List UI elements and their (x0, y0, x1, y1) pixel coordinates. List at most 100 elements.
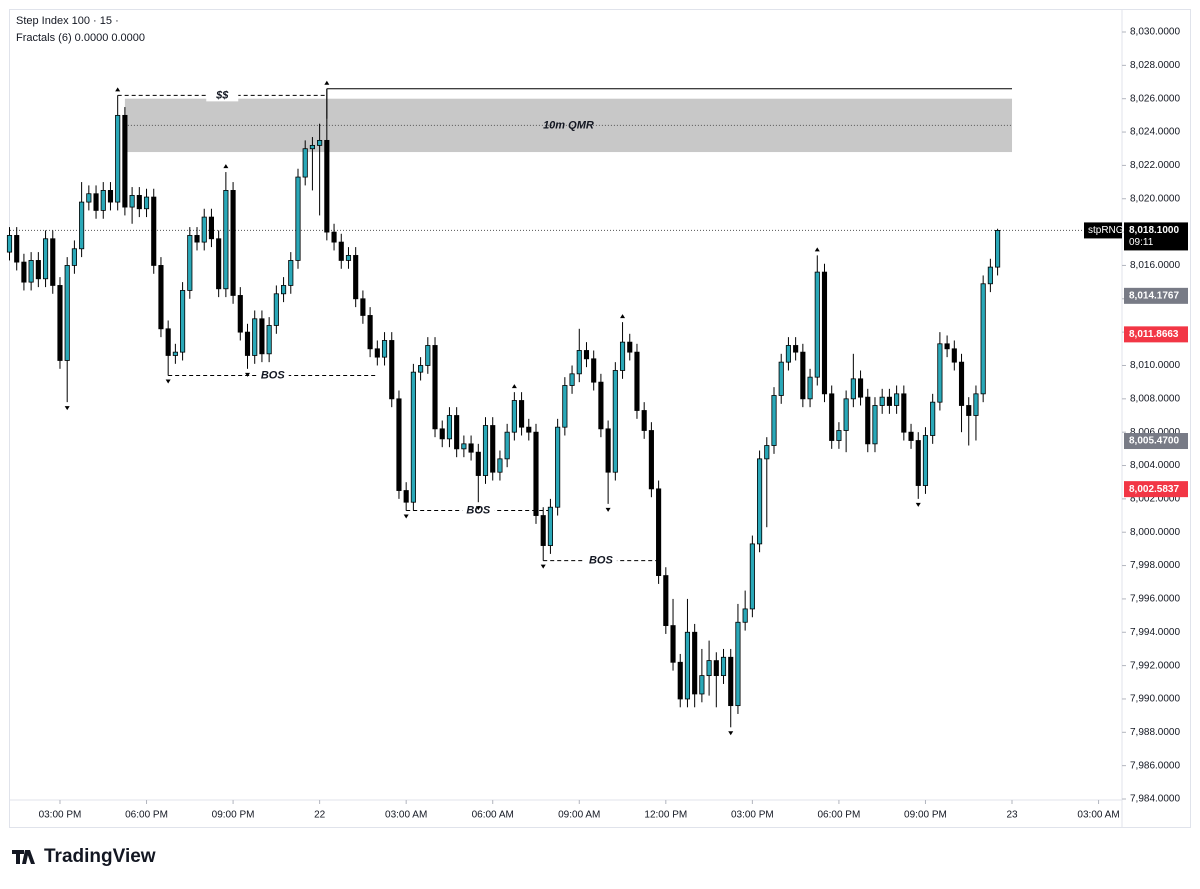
candle-body (28, 260, 34, 283)
price-badge (1124, 326, 1188, 343)
candle-body (374, 348, 380, 358)
candle-body (778, 361, 784, 396)
y-tick-label: 8,000.0000 (1130, 527, 1180, 538)
candle-body (619, 341, 626, 371)
candle-body (814, 271, 820, 378)
candle-body (295, 176, 301, 261)
y-tick-label: 8,002.0000 (1130, 494, 1180, 505)
candle-body (641, 410, 647, 431)
candle-body (288, 260, 294, 286)
candle-body (57, 285, 63, 361)
candle-body (706, 660, 712, 677)
candle-body (194, 235, 200, 243)
candle-body (504, 431, 510, 460)
fractal-up (223, 164, 229, 169)
level-label-bg (256, 369, 289, 382)
price-badge-label: 8,002.5837 (1129, 484, 1179, 495)
symbol-title: Step Index 100 · 15 · (16, 15, 119, 27)
candle-body (115, 114, 121, 203)
y-tick-label: 8,020.0000 (1130, 193, 1180, 204)
fractal-down (915, 502, 921, 507)
candle-body (273, 293, 279, 326)
fractal-down (245, 372, 251, 377)
candle-body (439, 428, 445, 440)
candle-body (757, 458, 763, 545)
x-tick-label: 06:00 AM (472, 810, 514, 821)
y-tick-label: 8,008.0000 (1130, 393, 1180, 404)
candle-body (461, 443, 467, 450)
x-tick-label: 06:00 PM (125, 810, 168, 821)
candle-body (980, 283, 986, 395)
candle-body (713, 660, 719, 677)
candle-body (14, 235, 20, 263)
y-tick-label: 8,022.0000 (1130, 160, 1180, 171)
fractal-down (605, 507, 611, 512)
candle-body (71, 248, 77, 266)
candle-body (562, 385, 568, 428)
candle-body (432, 345, 438, 430)
candle-body (843, 398, 849, 431)
candle-body (237, 295, 243, 333)
candle-body (785, 345, 791, 363)
y-tick-label: 8,010.0000 (1130, 360, 1180, 371)
y-tick-label: 7,998.0000 (1130, 560, 1180, 571)
price-badge-label: 8,005.4700 (1129, 436, 1179, 447)
candle-body (338, 241, 344, 261)
candle-body (800, 351, 806, 400)
x-tick-label: 09:00 AM (558, 810, 600, 821)
candle-body (201, 216, 207, 243)
candle-body (836, 430, 842, 441)
candle-body (987, 266, 993, 285)
symbol-badge (1084, 222, 1122, 239)
candle-body (699, 675, 705, 695)
x-tick-label: 12:00 PM (644, 810, 687, 821)
level-label-bg (584, 554, 617, 567)
candle-body (353, 255, 359, 300)
candle-body (922, 435, 929, 486)
candle-body (331, 231, 337, 243)
candle-body (648, 430, 654, 490)
candle-body (735, 621, 741, 707)
fractal-up (115, 87, 121, 92)
candle-body (908, 431, 914, 441)
candle-body (425, 345, 431, 366)
fractal-down (475, 506, 481, 511)
candle-body (583, 350, 590, 360)
candle-body (367, 315, 373, 350)
candle-body (129, 195, 135, 208)
candle-body (720, 656, 727, 677)
candle-body (598, 381, 604, 430)
fractal-up (511, 384, 517, 389)
y-tick-label: 8,028.0000 (1130, 60, 1180, 71)
candle-body (93, 193, 99, 211)
candle-body (634, 351, 640, 411)
candle-body (526, 426, 532, 433)
candle-body (677, 661, 683, 700)
level-label-bg (206, 89, 239, 102)
price-badge (1124, 287, 1188, 304)
candle-body (381, 340, 388, 358)
candle-body (684, 631, 691, 700)
candle-body (519, 400, 525, 428)
candle-body (244, 331, 251, 356)
candle-body (540, 515, 546, 546)
x-tick-label: 22 (314, 810, 326, 821)
candle-body (771, 395, 777, 446)
candle-body (850, 378, 856, 400)
candle-body (944, 343, 950, 350)
fractal-up (814, 247, 820, 252)
candle-body (764, 445, 770, 460)
candle-body (468, 443, 474, 453)
y-tick-label: 8,026.0000 (1130, 93, 1180, 104)
candle-body (122, 114, 128, 208)
candle-body (569, 373, 575, 386)
candle-body (915, 440, 921, 486)
candle-body (490, 425, 496, 473)
candle-body (309, 144, 315, 150)
symbol-badge-label: stpRNG (1088, 225, 1124, 236)
candle-body (410, 371, 416, 503)
candle-body (281, 285, 287, 295)
candle-body (100, 190, 106, 211)
candle-body (547, 506, 553, 546)
level-label: BOS (466, 504, 491, 516)
